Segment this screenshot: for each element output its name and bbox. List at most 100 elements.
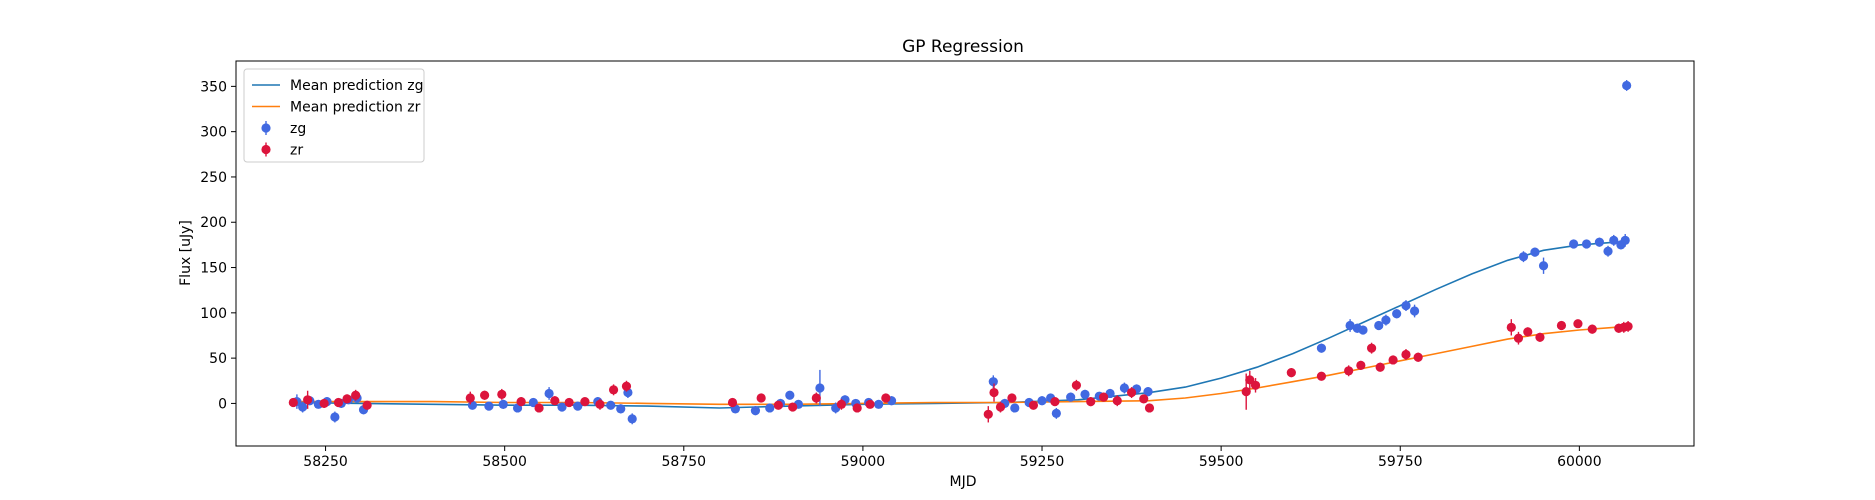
data-point-2-34 <box>874 399 884 409</box>
data-point-3-35 <box>1099 392 1109 402</box>
series-line-1 <box>289 325 1626 406</box>
data-point-3-29 <box>995 402 1006 412</box>
series-line-0 <box>289 241 1626 409</box>
data-point-3-20 <box>773 400 783 410</box>
data-point-2-62 <box>1569 239 1579 249</box>
data-point-3-33 <box>1071 380 1082 390</box>
x-tick-label-1: 58500 <box>482 454 527 470</box>
data-point-3-34 <box>1086 397 1096 407</box>
data-point-3-13 <box>564 397 574 408</box>
data-point-3-38 <box>1139 394 1149 404</box>
legend-label-2: zg <box>290 121 306 137</box>
data-point-3-28 <box>989 387 999 398</box>
data-point-3-41 <box>1245 375 1255 385</box>
data-point-3-39 <box>1144 403 1155 413</box>
x-tick-label-0: 58250 <box>303 454 348 470</box>
data-point-3-1 <box>303 395 313 405</box>
data-point-2-5 <box>330 412 340 422</box>
legend-entry-1: Mean prediction zr <box>252 100 421 116</box>
data-point-2-47 <box>1119 383 1130 393</box>
data-point-3-4 <box>342 394 352 404</box>
plot-frame <box>235 60 1695 447</box>
data-point-3-58 <box>1587 324 1597 334</box>
series-points-2 <box>292 80 1632 425</box>
y-tick-label-3: 150 <box>200 261 227 277</box>
data-point-2-64 <box>1594 237 1605 247</box>
data-point-2-42 <box>1051 408 1061 418</box>
data-point-3-10 <box>516 397 526 407</box>
data-point-2-51 <box>1345 320 1355 331</box>
data-point-3-9 <box>497 389 507 399</box>
data-point-3-17 <box>621 381 632 391</box>
data-point-3-57 <box>1573 319 1583 329</box>
data-point-2-38 <box>1010 403 1020 413</box>
x-tick-label-3: 59000 <box>841 454 886 470</box>
data-point-3-50 <box>1401 349 1411 360</box>
data-point-3-24 <box>852 403 862 413</box>
data-point-3-14 <box>580 397 590 407</box>
plot-marks <box>288 80 1633 425</box>
data-point-3-2 <box>319 398 329 409</box>
data-point-2-17 <box>573 401 583 411</box>
x-tick-label-4: 59250 <box>1020 454 1065 470</box>
data-point-2-43 <box>1066 392 1076 402</box>
data-point-2-55 <box>1381 315 1391 325</box>
data-point-2-53 <box>1358 325 1368 335</box>
data-point-3-7 <box>465 393 475 403</box>
data-point-3-11 <box>534 403 544 413</box>
legend-box <box>243 68 425 163</box>
data-point-3-8 <box>480 390 490 400</box>
plot-area <box>288 80 1633 425</box>
x-tick-label-5: 59500 <box>1199 454 1244 470</box>
data-point-3-16 <box>608 385 619 395</box>
y-tick-label-5: 250 <box>200 170 227 186</box>
legend-entry-3: zr <box>261 142 303 159</box>
data-point-2-66 <box>1609 235 1619 245</box>
y-tick-label-4: 200 <box>200 215 227 231</box>
data-point-2-44 <box>1080 389 1090 399</box>
data-point-2-60 <box>1530 247 1540 257</box>
data-point-2-50 <box>1316 343 1327 353</box>
data-point-2-11 <box>484 401 494 411</box>
data-point-3-61 <box>1623 321 1633 332</box>
x-tick-label-7: 60000 <box>1557 454 1602 470</box>
data-point-2-20 <box>616 404 626 414</box>
data-point-2-59 <box>1518 252 1529 262</box>
data-point-2-61 <box>1538 261 1549 271</box>
data-point-2-22 <box>627 414 637 424</box>
data-point-3-44 <box>1316 371 1327 381</box>
data-point-2-25 <box>765 403 775 413</box>
legend-entry-2: zg <box>261 121 306 137</box>
y-tick-label-2: 100 <box>200 306 227 322</box>
data-point-2-14 <box>528 397 538 408</box>
data-point-3-3 <box>333 397 344 408</box>
data-point-3-22 <box>811 393 821 403</box>
data-point-2-12 <box>498 399 508 409</box>
x-tick-label-6: 59750 <box>1378 454 1423 470</box>
data-point-2-58 <box>1409 306 1420 316</box>
data-point-3-32 <box>1050 397 1060 407</box>
data-point-2-57 <box>1401 300 1411 311</box>
data-point-2-24 <box>750 406 761 416</box>
data-point-3-21 <box>788 402 798 412</box>
data-point-3-45 <box>1344 366 1354 376</box>
data-point-3-52 <box>1506 322 1516 332</box>
data-point-3-5 <box>351 390 361 400</box>
chart-title: GP Regression <box>902 37 1024 57</box>
data-point-2-40 <box>1037 396 1047 406</box>
data-point-2-49 <box>1143 387 1153 397</box>
data-point-3-53 <box>1513 333 1524 343</box>
data-point-3-23 <box>836 399 847 409</box>
data-point-2-1 <box>298 402 308 412</box>
data-point-3-0 <box>288 397 298 408</box>
data-point-3-43 <box>1286 368 1296 378</box>
data-point-3-47 <box>1366 343 1377 353</box>
data-point-3-42 <box>1250 380 1261 390</box>
series-points-3 <box>288 319 1633 423</box>
legend-swatch-marker-2 <box>261 123 271 133</box>
data-point-3-55 <box>1535 332 1545 342</box>
data-point-3-37 <box>1126 387 1137 398</box>
data-point-3-56 <box>1556 320 1567 331</box>
data-point-3-30 <box>1007 393 1017 403</box>
